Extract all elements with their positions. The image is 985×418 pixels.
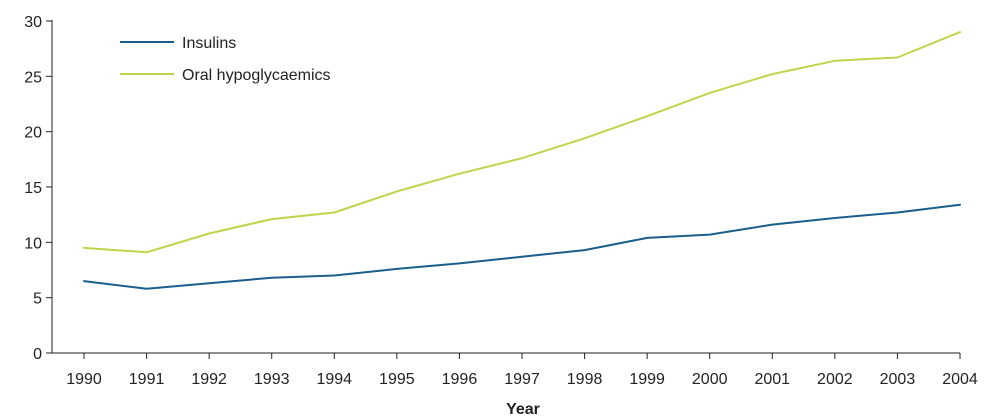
x-tick-label: 1999 (629, 371, 665, 388)
x-tick-label: 2002 (817, 371, 853, 388)
x-tick-label: 2003 (880, 371, 916, 388)
y-tick-label: 10 (24, 235, 42, 252)
series-layer (83, 31, 961, 290)
y-tick-label: 20 (24, 125, 42, 142)
y-tick-label: 25 (24, 69, 42, 86)
x-tick-label: 1998 (567, 371, 603, 388)
y-tick-label: 5 (33, 291, 42, 308)
x-tick-label: 1997 (504, 371, 540, 388)
x-tick-label: 1995 (379, 371, 415, 388)
legend-label-oral-hypoglycaemics: Oral hypoglycaemics (182, 67, 331, 84)
x-tick-label: 1996 (442, 371, 478, 388)
x-tick-label: 1992 (191, 371, 227, 388)
series-line-oral-hypoglycaemics (83, 31, 961, 254)
x-tick-label: 1993 (254, 371, 290, 388)
x-axis: 1990 1991 1992 1993 1994 1995 1996 1997 1998 1999… (52, 352, 978, 388)
x-tick-label: 1994 (316, 371, 352, 388)
x-tick-label: 2001 (754, 371, 790, 388)
x-tick-label: 2000 (692, 371, 728, 388)
legend-label-insulins: Insulins (182, 35, 236, 52)
x-tick-label: 1990 (66, 371, 102, 388)
x-tick-label: 2004 (942, 371, 978, 388)
y-axis: 0 5 10 15 20 25 30 (24, 14, 53, 363)
y-tick-label: 0 (33, 346, 42, 363)
series-line-insulins (83, 203, 961, 290)
x-axis-title: Year (506, 401, 540, 418)
y-tick-label: 15 (24, 180, 42, 197)
x-tick-label: 1991 (129, 371, 165, 388)
legend: Insulins Oral hypoglycaemics (120, 35, 331, 84)
y-tick-label: 30 (24, 14, 42, 31)
